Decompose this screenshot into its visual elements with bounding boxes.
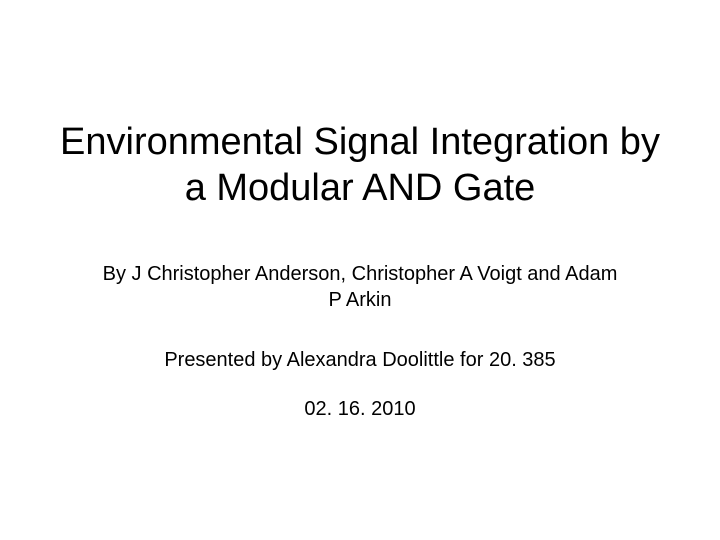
slide-presenter: Presented by Alexandra Doolittle for 20.… — [164, 349, 555, 372]
slide-title: Environmental Signal Integration by a Mo… — [0, 120, 720, 211]
slide-authors: By J Christopher Anderson, Christopher A… — [0, 261, 720, 313]
slide-date: 02. 16. 2010 — [304, 398, 415, 421]
